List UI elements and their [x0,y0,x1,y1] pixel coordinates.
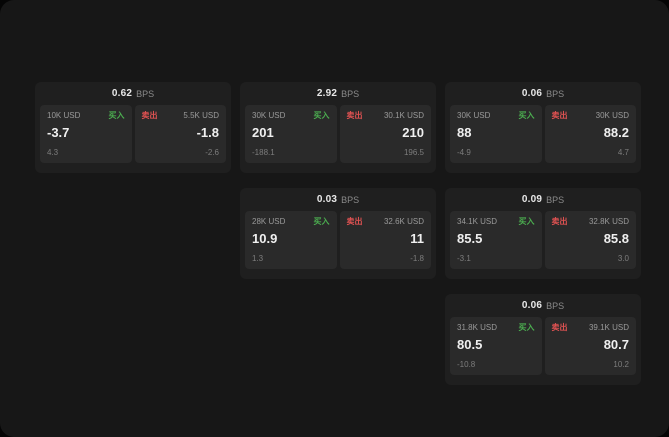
buy-label: 买入 [108,111,125,120]
buy-panel[interactable]: 28K USD 买入 10.9 1.3 [245,211,337,269]
buy-size: 31.8K USD [457,323,498,332]
spread-header: 0.09 BPS [445,188,641,211]
buy-sub-value: -10.8 [457,360,476,369]
buy-price: 85.5 [457,231,483,246]
sell-sub-value: 4.7 [617,148,629,157]
spread-unit-label: BPS [546,88,565,99]
spread-unit-label: BPS [341,88,360,99]
quote-card: 0.62 BPS 10K USD 买入 -3.7 4.3 卖出 5.5K USD… [35,82,231,173]
quote-card: 0.03 BPS 28K USD 买入 10.9 1.3 卖出 32.6K US… [240,188,436,279]
sell-size: 39.1K USD [588,323,629,332]
buy-sub-value: -3.1 [457,254,471,263]
sell-size: 32.8K USD [588,217,629,226]
spread-unit-label: BPS [546,300,565,311]
buy-panel[interactable]: 30K USD 买入 201 -188.1 [245,105,337,163]
quote-card: 0.06 BPS 30K USD 买入 88 -4.9 卖出 30K USD 8… [445,82,641,173]
buy-price: 10.9 [252,231,278,246]
spread-unit-label: BPS [136,88,155,99]
spread-header: 2.92 BPS [240,82,436,105]
buy-label: 买入 [518,111,535,120]
sell-price: 11 [410,231,424,246]
spread-value: 0.09 [521,194,543,205]
sell-label: 卖出 [551,323,568,332]
buy-price: 80.5 [457,337,483,352]
sell-sub-value: 3.0 [617,254,629,263]
buy-price: -3.7 [47,125,70,140]
sell-panel[interactable]: 卖出 39.1K USD 80.7 10.2 [544,317,636,375]
buy-panel[interactable]: 10K USD 买入 -3.7 4.3 [40,105,132,163]
sell-sub-value: 196.5 [403,148,424,157]
buy-size: 34.1K USD [457,217,498,226]
buy-price: 88 [457,125,472,140]
spread-value: 0.03 [316,194,338,205]
spread-unit-label: BPS [341,194,360,205]
sell-label: 卖出 [141,111,158,120]
sell-size: 32.6K USD [383,217,424,226]
sell-panel[interactable]: 卖出 30.1K USD 210 196.5 [339,105,431,163]
spread-header: 0.62 BPS [35,82,231,105]
buy-size: 30K USD [457,111,491,120]
buy-sub-value: 4.3 [47,148,59,157]
sell-size: 5.5K USD [183,111,219,120]
sell-price: 210 [402,125,424,140]
buy-label: 买入 [313,111,330,120]
sell-sub-value: -2.6 [205,148,219,157]
sell-panel[interactable]: 卖出 30K USD 88.2 4.7 [544,105,636,163]
sell-price: 88.2 [603,125,629,140]
buy-label: 买入 [518,217,535,226]
sell-price: -1.8 [196,125,219,140]
buy-price: 201 [252,125,274,140]
buy-sub-value: -4.9 [457,148,471,157]
spread-value: 2.92 [316,88,338,99]
buy-size: 10K USD [47,111,81,120]
spread-header: 0.06 BPS [445,294,641,317]
sell-panel[interactable]: 卖出 32.6K USD 11 -1.8 [339,211,431,269]
sell-sub-value: 10.2 [613,360,629,369]
sell-size: 30K USD [595,111,629,120]
sell-panel[interactable]: 卖出 5.5K USD -1.8 -2.6 [134,105,226,163]
sell-label: 卖出 [551,217,568,226]
spread-unit-label: BPS [546,194,565,205]
spread-header: 0.03 BPS [240,188,436,211]
buy-size: 28K USD [252,217,286,226]
buy-label: 买入 [313,217,330,226]
sell-price: 80.7 [603,337,629,352]
spread-value: 0.62 [111,88,133,99]
buy-sub-value: -188.1 [252,148,275,157]
buy-panel[interactable]: 30K USD 买入 88 -4.9 [450,105,542,163]
buy-label: 买入 [518,323,535,332]
sell-label: 卖出 [346,111,363,120]
buy-size: 30K USD [252,111,286,120]
spread-header: 0.06 BPS [445,82,641,105]
buy-panel[interactable]: 34.1K USD 买入 85.5 -3.1 [450,211,542,269]
quote-card: 2.92 BPS 30K USD 买入 201 -188.1 卖出 30.1K … [240,82,436,173]
spread-value: 0.06 [521,300,543,311]
quote-card: 0.09 BPS 34.1K USD 买入 85.5 -3.1 卖出 32.8K… [445,188,641,279]
spread-value: 0.06 [521,88,543,99]
buy-sub-value: 1.3 [252,254,264,263]
sell-size: 30.1K USD [383,111,424,120]
sell-label: 卖出 [346,217,363,226]
sell-label: 卖出 [551,111,568,120]
buy-panel[interactable]: 31.8K USD 买入 80.5 -10.8 [450,317,542,375]
quote-card: 0.06 BPS 31.8K USD 买入 80.5 -10.8 卖出 39.1… [445,294,641,385]
sell-sub-value: -1.8 [410,254,424,263]
sell-panel[interactable]: 卖出 32.8K USD 85.8 3.0 [544,211,636,269]
sell-price: 85.8 [603,231,629,246]
